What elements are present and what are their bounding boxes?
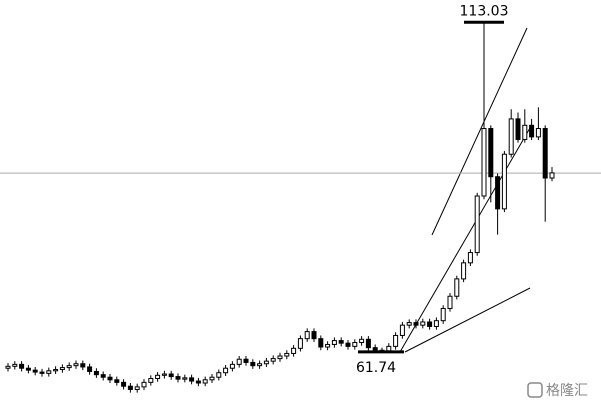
candle-body [508, 118, 514, 155]
candle-body [148, 378, 154, 383]
candle-body [352, 342, 358, 347]
candle-body [522, 124, 528, 140]
candle-body [46, 370, 52, 374]
channel-line [431, 27, 528, 236]
candle-body [25, 367, 31, 371]
candle-body [155, 374, 161, 380]
candle-body [32, 369, 38, 373]
channel-line [399, 127, 531, 353]
candle-body [399, 324, 405, 336]
max-label: 113.03 [460, 3, 509, 19]
candle-body [365, 338, 371, 349]
candle-body [413, 322, 419, 326]
candle-body [454, 278, 460, 297]
candle-body [440, 307, 446, 322]
candle-body [121, 381, 127, 387]
candle-body [19, 363, 25, 369]
watermark-text: 格隆汇 [546, 383, 588, 399]
channel-line [404, 287, 531, 353]
candle-body [297, 338, 303, 349]
candle-body [209, 376, 215, 381]
candle-body [549, 172, 555, 179]
candle-body [447, 295, 453, 309]
candle-body [189, 377, 195, 382]
candle-body [338, 340, 344, 344]
candle-body [87, 366, 93, 372]
candle-body [406, 322, 412, 326]
candle-body [474, 195, 480, 254]
candle-body [257, 363, 263, 367]
candle-body [250, 361, 256, 367]
candle-body [134, 386, 140, 390]
candle-body [12, 363, 18, 367]
watermark: 格隆汇 [527, 382, 588, 399]
min-label: 61.74 [356, 360, 396, 376]
candle-body [393, 334, 399, 347]
candle-body [141, 381, 147, 388]
candle-body [223, 367, 229, 374]
candle-body [243, 358, 249, 363]
candle-body [501, 153, 507, 210]
candle-body [345, 342, 351, 347]
candle-body [5, 365, 11, 369]
candle-body [270, 358, 276, 362]
candle-body [304, 331, 310, 340]
candle-body [175, 376, 181, 380]
candle-body [53, 369, 59, 372]
candle-body [182, 377, 188, 380]
candle-body [277, 355, 283, 360]
candle-body [481, 128, 487, 197]
candle-body [127, 385, 133, 390]
candle-body [515, 118, 521, 140]
candle-body [291, 347, 297, 354]
candle-body [325, 343, 331, 348]
candle-body [39, 371, 45, 374]
candle-body [495, 176, 501, 210]
candle-body [107, 376, 113, 381]
candle-body [66, 365, 72, 369]
candle-body [427, 321, 433, 327]
candle-body [386, 345, 392, 352]
candle-body [529, 124, 535, 138]
candle-body [542, 128, 548, 179]
candle-body [359, 338, 365, 344]
candle-body [372, 347, 378, 351]
candle-body [236, 358, 242, 365]
candle-body [420, 321, 426, 326]
candle-body [461, 262, 467, 280]
candle-body [433, 320, 439, 327]
candle-body [216, 372, 222, 378]
candle-body [488, 128, 494, 178]
candle-body [311, 331, 317, 340]
candle-body [263, 360, 269, 365]
candle-body [331, 340, 337, 345]
candle-body [161, 373, 167, 376]
candle-body [73, 363, 79, 367]
candle-body [59, 367, 65, 371]
watermark-icon [527, 382, 543, 398]
candle-body [114, 379, 120, 383]
candle-body [100, 374, 106, 378]
candle-body [80, 363, 86, 368]
candle-body [229, 363, 235, 369]
candle-body [318, 338, 324, 348]
candle-body [202, 379, 208, 384]
candle-body [284, 352, 290, 357]
candle-body [195, 380, 201, 384]
candle-body [93, 370, 99, 376]
candle-body [168, 373, 174, 378]
candle-body [467, 252, 473, 264]
candle-body [535, 128, 541, 138]
